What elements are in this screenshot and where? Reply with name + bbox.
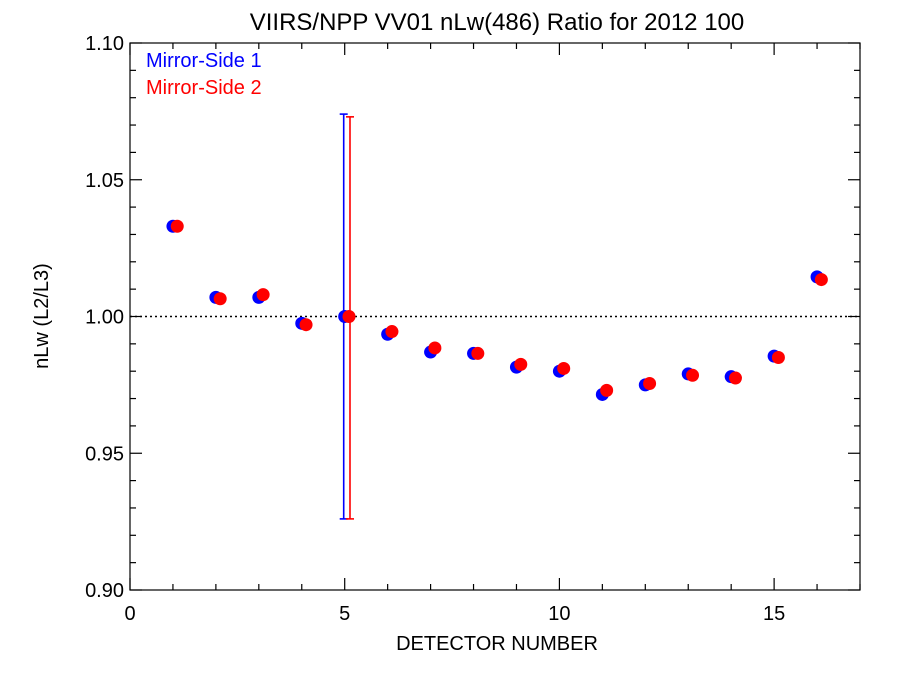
data-point-series-2 <box>686 368 700 382</box>
data-point-series-2 <box>170 219 184 233</box>
legend-entry-mirror-side-1: Mirror-Side 1 <box>146 50 262 72</box>
y-tick-label: 0.95 <box>85 443 124 465</box>
data-point-series-2 <box>814 273 828 287</box>
y-tick-label: 0.90 <box>85 580 124 602</box>
x-tick-label: 10 <box>548 603 570 625</box>
legend: Mirror-Side 1 Mirror-Side 2 <box>146 50 262 99</box>
data-point-series-2 <box>256 288 270 302</box>
axis-ticks: 0 5 10 15 0.90 0.95 1.00 1.05 1.10 <box>85 33 861 625</box>
data-point-series-2 <box>385 325 399 339</box>
data-point-series-2 <box>643 377 657 391</box>
data-point-series-2 <box>600 383 614 397</box>
y-tick-label: 1.00 <box>85 307 124 329</box>
data-point-series-2 <box>771 351 785 365</box>
x-tick-label: 15 <box>763 603 785 625</box>
data-point-series-2 <box>514 357 528 371</box>
data-point-series-2 <box>213 292 227 306</box>
x-axis-label: DETECTOR NUMBER <box>396 633 598 655</box>
y-tick-label: 1.10 <box>85 33 124 55</box>
data-point-series-2 <box>728 371 742 385</box>
data-point-series-2 <box>557 361 571 375</box>
data-points <box>166 219 828 401</box>
chart-title: VIIRS/NPP VV01 nLw(486) Ratio for 2012 1… <box>250 9 745 36</box>
x-tick-label: 5 <box>339 603 350 625</box>
plot-frame <box>129 42 861 591</box>
data-point-series-2 <box>428 341 442 355</box>
y-tick-label: 1.05 <box>85 170 124 192</box>
x-tick-label: 0 <box>124 603 135 625</box>
legend-entry-mirror-side-2: Mirror-Side 2 <box>146 77 262 99</box>
y-axis-label: nLw (L2/L3) <box>31 263 53 369</box>
data-point-series-2 <box>471 346 485 360</box>
data-point-series-2 <box>342 310 356 323</box>
data-point-series-2 <box>299 318 313 332</box>
